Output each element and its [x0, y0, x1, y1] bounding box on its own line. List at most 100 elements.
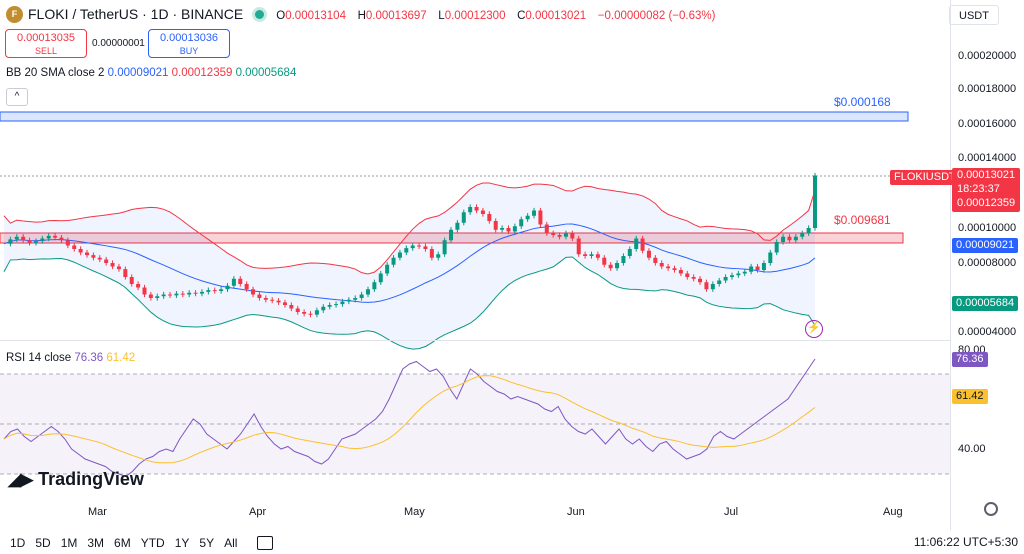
candle-body [161, 294, 166, 297]
candle-body [378, 273, 383, 283]
candle-body [359, 294, 364, 298]
buy-button[interactable]: 0.00013036 BUY [148, 29, 230, 58]
price-axis-border [950, 0, 951, 530]
timeframe-5d[interactable]: 5D [35, 535, 51, 550]
bollinger-legend[interactable]: BB 20 SMA close 2 0.00009021 0.00012359 … [6, 67, 296, 79]
time-tick: Apr [249, 506, 267, 518]
candle-body [570, 233, 575, 239]
candle-body [308, 313, 313, 315]
sell-price: 0.00013035 [16, 32, 76, 44]
price-tick: 0.00020000 [958, 50, 1017, 62]
candle-body [449, 229, 454, 241]
candle-body [148, 294, 153, 298]
candle-body [314, 310, 319, 315]
candle-body [116, 266, 121, 270]
clock[interactable]: 11:06:22 UTC+5:30 [913, 535, 1018, 549]
candle-body [263, 298, 268, 300]
candle-body [72, 245, 77, 249]
sell-button[interactable]: 0.00013035 SELL [5, 29, 87, 58]
resistance-zone [0, 111, 909, 122]
candle-body [755, 266, 760, 270]
bb-upper-tag: 0.00012359 [957, 197, 1016, 209]
open-label: O [276, 9, 286, 22]
bottom-toolbar: 1D 5D 1M 3M 6M YTD 1Y 5Y All 11:06:22 UT… [0, 531, 1024, 554]
timeframe-all[interactable]: All [224, 535, 238, 550]
candle-body [678, 270, 683, 274]
candle-body [589, 254, 594, 256]
timeframe-1d[interactable]: 1D [10, 535, 26, 550]
candle-body [608, 264, 613, 269]
price-chart[interactable] [0, 0, 950, 530]
candle-body [65, 240, 70, 246]
candle-body [59, 237, 64, 241]
bb-fill-area [4, 182, 815, 350]
rsi-pane [0, 358, 950, 478]
pane-separator[interactable] [0, 340, 950, 341]
candle-body [774, 242, 779, 253]
candle-body [33, 241, 38, 243]
change-value: −0.00000082 (−0.63%) [597, 9, 716, 22]
candle-body [493, 221, 498, 230]
price-tick: 0.00004000 [958, 326, 1017, 338]
candle-body [704, 282, 709, 290]
candle-body [659, 263, 664, 267]
currency-selector[interactable]: USDT [949, 5, 999, 25]
candle-body [85, 252, 90, 256]
candle-body [781, 236, 786, 242]
candle-body [717, 280, 722, 284]
time-tick: Jun [567, 506, 585, 518]
timeframe-ytd[interactable]: YTD [140, 535, 165, 550]
candle-body [672, 268, 677, 270]
candle-body [321, 306, 326, 311]
candle-body [723, 277, 728, 281]
candle-body [53, 235, 58, 238]
candle-body [212, 290, 217, 292]
candle-body [91, 255, 96, 258]
bb-basis-line [3, 223, 816, 303]
candle-body [21, 236, 26, 241]
candle-body [142, 287, 147, 295]
buy-label: BUY [179, 46, 199, 56]
candle-body [436, 254, 441, 258]
candle-body [136, 284, 141, 288]
symbol-title[interactable]: FLOKI / TetherUS · 1D · BINANCE [28, 6, 244, 22]
candle-body [257, 294, 262, 298]
tradingview-logo[interactable]: ◢▶ TradingView [8, 469, 144, 490]
candle-body [506, 228, 511, 232]
calendar-icon[interactable] [257, 535, 274, 550]
candle-body [295, 308, 300, 312]
candle-body [187, 292, 192, 295]
timeframe-5y[interactable]: 5Y [199, 535, 215, 550]
candle-body [768, 252, 773, 263]
bb-upper-value: 0.00012359 [171, 67, 233, 79]
resistance-label: $0.000168 [834, 95, 891, 109]
last-price-value: 0.00013021 [957, 169, 1016, 181]
candle-body [806, 228, 811, 234]
candle-body [442, 240, 447, 255]
lightning-icon[interactable]: ⚡ [805, 320, 823, 338]
candle-body [813, 175, 817, 228]
low-label: L [438, 9, 445, 22]
timeframe-6m[interactable]: 6M [114, 535, 131, 550]
timeframe-1m[interactable]: 1M [60, 535, 78, 550]
candle-body [461, 212, 466, 223]
chart-header: F FLOKI / TetherUS · 1D · BINANCE O0.000… [6, 4, 723, 24]
high-value: 0.00013697 [365, 9, 427, 22]
timeframe-3m[interactable]: 3M [87, 535, 105, 550]
candle-body [244, 284, 249, 290]
candle-body [691, 277, 696, 279]
candle-body [8, 239, 13, 244]
settings-icon[interactable] [984, 502, 998, 516]
collapse-legend-button[interactable]: ^ [6, 88, 28, 106]
rsi-legend[interactable]: RSI 14 close 76.36 61.42 [6, 352, 135, 364]
candle-body [710, 284, 715, 290]
candle-body [544, 224, 549, 234]
candle-body [46, 235, 51, 239]
bb-basis-value: 0.00009021 [107, 67, 169, 79]
time-tick: Mar [88, 506, 107, 518]
candle-body [749, 266, 754, 272]
timeframe-1y[interactable]: 1Y [174, 535, 190, 550]
candle-body [391, 257, 396, 265]
candle-body [468, 207, 473, 213]
rsi-ma-line [3, 375, 816, 464]
